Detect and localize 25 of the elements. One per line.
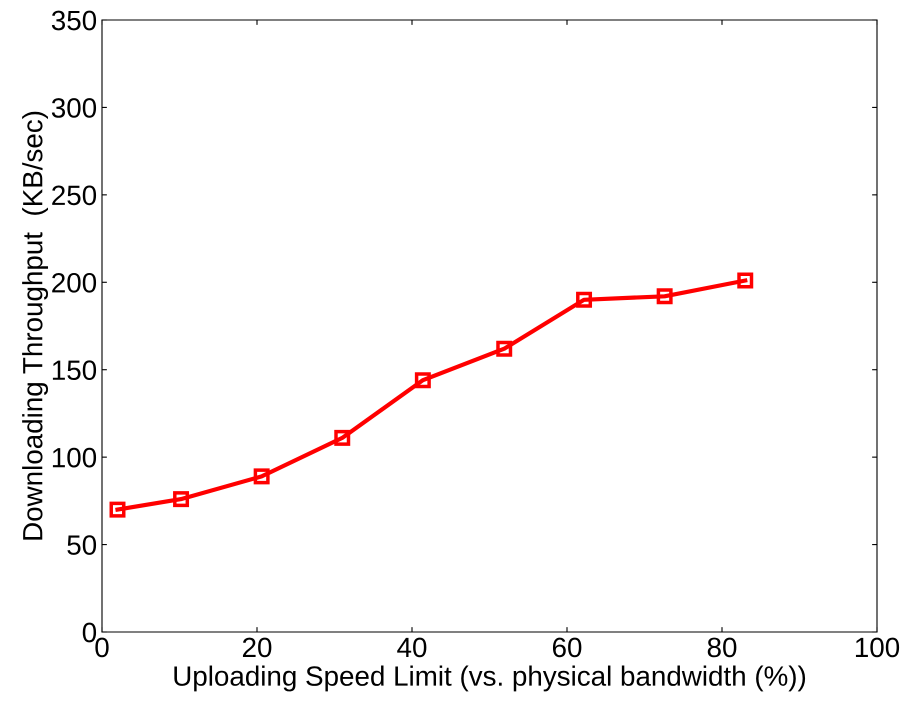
x-tick-label: 0 xyxy=(95,638,109,658)
point xyxy=(334,430,350,446)
point xyxy=(173,491,190,508)
y-tick-label: 250 xyxy=(52,186,96,206)
point xyxy=(110,502,126,518)
x-tick-label: 20 xyxy=(242,638,272,658)
x-axis-title: Uploading Speed Limit (vs. physical bandwidth (%)) xyxy=(174,666,806,692)
point xyxy=(414,372,431,388)
point xyxy=(576,292,592,308)
y-tick-label: 300 xyxy=(52,98,96,118)
y-axis-title: Downloading Throughput (KB/sec) xyxy=(22,112,48,540)
y-tick-label: 350 xyxy=(52,10,96,30)
x-tick-label: 80 xyxy=(708,638,736,658)
y-tick-label: 0 xyxy=(82,622,96,642)
point xyxy=(737,272,754,289)
y-tick-label: 200 xyxy=(52,272,96,293)
point xyxy=(656,288,673,304)
point xyxy=(254,468,270,484)
y-tick-label: 150 xyxy=(52,360,96,380)
x-tick-label: 100 xyxy=(856,638,900,658)
point xyxy=(496,340,512,357)
y-tick-label: 100 xyxy=(52,448,96,468)
y-tick-label: 50 xyxy=(67,535,96,555)
x-tick-label: 40 xyxy=(397,638,426,658)
x-tick-label: 60 xyxy=(552,638,582,658)
